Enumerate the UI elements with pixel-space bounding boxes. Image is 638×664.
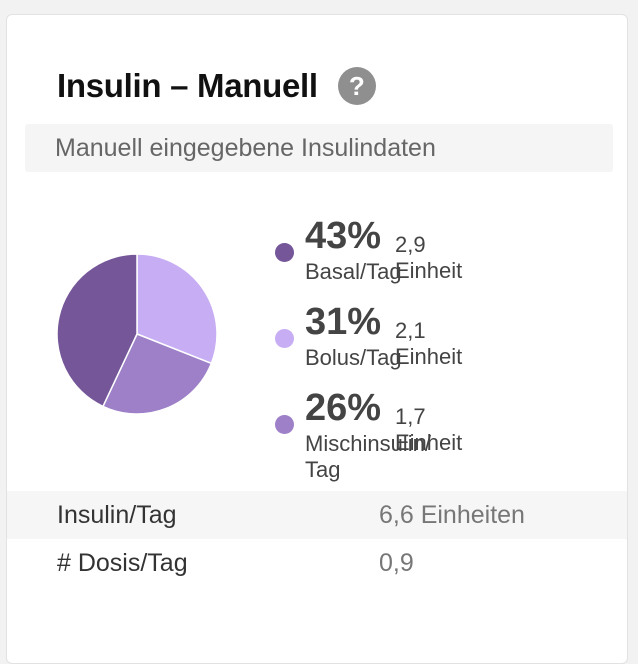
legend-dot-mix (275, 415, 294, 434)
stats-row-insulin-per-day: Insulin/Tag 6,6 Einheiten (7, 491, 627, 539)
pie-slice-mix (101, 333, 213, 415)
legend-amount-basal: 2,9 Einheit (395, 232, 463, 283)
card-header: Insulin – Manuell ? (57, 67, 376, 105)
legend-amount-mix: 1,7 Einheit (395, 404, 463, 455)
legend-dot-basal (275, 243, 294, 262)
insulin-manual-card: Insulin – Manuell ? Manuell eingegebene … (6, 14, 628, 664)
stats-value-doses-per-day: 0,9 (379, 548, 414, 577)
legend-dot-bolus (275, 329, 294, 348)
legend-amount-bolus: 2,1 Einheit (395, 318, 463, 369)
legend-label-basal: Basal/Tag (305, 259, 402, 284)
legend-label-bolus: Bolus/Tag (305, 345, 402, 370)
legend-label-mix: Mischinsulin/ Tag (305, 431, 431, 482)
pie-slice-basal (56, 253, 138, 408)
help-icon[interactable]: ? (337, 67, 376, 105)
stats-label-doses-per-day: # Dosis/Tag (57, 548, 188, 577)
insulin-pie-chart (56, 253, 218, 415)
legend-percent-mix: 26% (305, 387, 382, 429)
stats-row-doses-per-day: # Dosis/Tag 0,9 (7, 539, 627, 587)
legend-percent-bolus: 31% (305, 301, 382, 343)
pie-slice-bolus (136, 253, 218, 365)
card-title: Insulin – Manuell (57, 67, 318, 104)
legend-percent-basal: 43% (305, 215, 382, 257)
card-subtitle: Manuell eingegebene Insulindaten (25, 124, 613, 172)
stats-value-insulin-per-day: 6,6 Einheiten (379, 500, 525, 529)
stats-label-insulin-per-day: Insulin/Tag (57, 500, 177, 529)
